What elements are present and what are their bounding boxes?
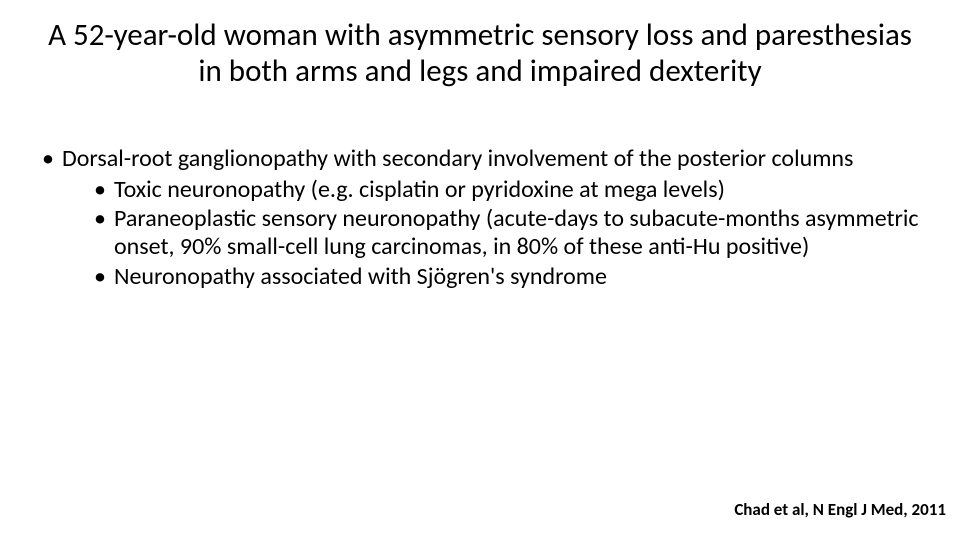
- bullet-list-level2: Toxic neuronopathy (e.g. cisplatin or py…: [62, 176, 920, 291]
- bullet-item: Dorsal-root ganglionopathy with secondar…: [40, 145, 920, 291]
- bullet-subitem: Toxic neuronopathy (e.g. cisplatin or py…: [92, 176, 920, 204]
- bullet-text: Paraneoplastic sensory neuronopathy (acu…: [114, 204, 919, 261]
- slide-body: Dorsal-root ganglionopathy with secondar…: [40, 145, 920, 291]
- bullet-subitem: Neuronopathy associated with Sjögren's s…: [92, 263, 920, 291]
- bullet-text: Toxic neuronopathy (e.g. cisplatin or py…: [114, 175, 725, 204]
- slide-title: A 52-year-old woman with asymmetric sens…: [40, 18, 920, 89]
- bullet-text: Neuronopathy associated with Sjögren's s…: [114, 262, 607, 291]
- bullet-subitem: Paraneoplastic sensory neuronopathy (acu…: [92, 205, 920, 262]
- bullet-list-level1: Dorsal-root ganglionopathy with secondar…: [40, 145, 920, 291]
- bullet-text: Dorsal-root ganglionopathy with secondar…: [62, 144, 853, 173]
- citation-text: Chad et al, N Engl J Med, 2011: [734, 499, 946, 520]
- slide-container: A 52-year-old woman with asymmetric sens…: [0, 0, 960, 540]
